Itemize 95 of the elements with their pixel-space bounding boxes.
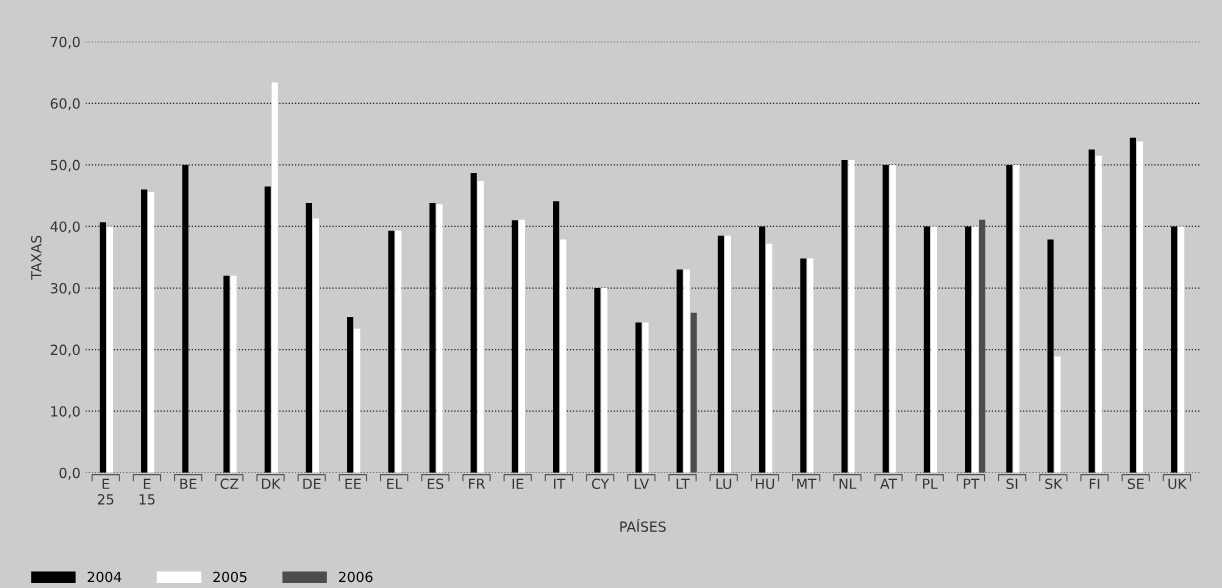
bar — [223, 275, 230, 473]
bar — [972, 226, 979, 473]
bar — [230, 275, 237, 473]
bar — [930, 226, 938, 473]
bar — [1013, 164, 1020, 473]
bar — [271, 82, 278, 473]
bar — [182, 164, 189, 473]
bar — [882, 164, 889, 473]
bar — [1171, 226, 1178, 473]
x-tick-label: SE — [1127, 478, 1144, 490]
y-tick-label: 60,0 — [50, 98, 80, 111]
bar — [1047, 239, 1054, 473]
x-tick-label: LT — [676, 478, 690, 489]
x-tick-label: PL — [923, 478, 938, 489]
bar — [1054, 356, 1061, 473]
x-tick-label: DK — [261, 478, 281, 489]
bar — [436, 204, 443, 473]
bar — [690, 312, 697, 473]
x-tick-label: EE — [345, 478, 361, 489]
x-tick-label: CZ — [220, 478, 239, 490]
bar — [683, 269, 690, 473]
y-tick-label: 30,0 — [50, 283, 80, 295]
x-tick-label: IT — [554, 478, 566, 489]
bar — [1006, 164, 1013, 473]
y-tick-label: 50,0 — [50, 159, 80, 172]
x-tick-label: BE — [180, 478, 197, 489]
bar — [676, 269, 683, 473]
bar — [511, 220, 519, 473]
y-tick-label: 20,0 — [50, 344, 80, 357]
y-tick-label: 70,0 — [50, 36, 80, 49]
y-axis-title: TAXAS — [31, 235, 42, 280]
x-tick-label: MT — [797, 478, 817, 489]
bar — [106, 226, 114, 473]
legend-label: 2006 — [339, 571, 373, 583]
y-tick-label: 0,0 — [59, 467, 80, 480]
bar — [354, 328, 361, 473]
bar — [841, 159, 848, 473]
bar — [553, 201, 560, 473]
x-tick-label: EL — [387, 478, 403, 489]
bar — [141, 189, 148, 473]
bar — [560, 239, 567, 473]
x-tick-label: UK — [1168, 478, 1187, 490]
legend-label: 2004 — [87, 571, 122, 583]
bar — [800, 258, 807, 473]
bar — [807, 258, 814, 473]
x-tick-label: SK — [1045, 478, 1063, 490]
bar — [759, 226, 766, 473]
bar — [148, 191, 155, 473]
bar — [724, 235, 732, 473]
bar — [347, 316, 354, 473]
x-tick-label: E 15 — [139, 478, 155, 505]
x-tick-label: CY — [591, 478, 610, 490]
x-tick-label: HU — [755, 478, 775, 490]
x-tick-label: IE — [512, 478, 524, 489]
x-tick-label: AT — [880, 478, 898, 489]
bar — [518, 219, 526, 473]
bar — [99, 222, 107, 473]
y-tick-label: 40,0 — [50, 221, 80, 234]
bar — [766, 243, 773, 473]
bar — [923, 226, 931, 473]
bar — [477, 180, 484, 473]
x-tick-label: NL — [839, 478, 857, 489]
bar — [312, 218, 320, 473]
x-tick-label: LV — [634, 478, 650, 489]
bar — [979, 219, 986, 473]
legend-label: 2005 — [213, 571, 247, 583]
x-tick-label: E 25 — [97, 478, 114, 505]
bar — [889, 164, 896, 473]
bar — [1178, 226, 1185, 473]
bar — [305, 203, 313, 473]
bar — [601, 288, 608, 473]
y-tick-label: 10,0 — [51, 406, 80, 419]
bar — [594, 288, 601, 473]
bar — [429, 203, 436, 473]
x-tick-label: FI — [1089, 478, 1100, 489]
bar — [1129, 137, 1137, 473]
bar — [1136, 141, 1144, 473]
x-tick-label: PT — [963, 478, 980, 489]
bar — [395, 230, 402, 473]
bar — [1095, 155, 1102, 473]
bar — [635, 322, 642, 473]
x-tick-label: FR — [469, 478, 485, 489]
x-axis-title: PAÍSES — [620, 518, 666, 532]
bar — [848, 159, 855, 473]
bar — [717, 235, 725, 473]
bar — [388, 230, 395, 473]
bar — [470, 172, 477, 473]
x-tick-label: SI — [1006, 478, 1018, 490]
bar — [965, 226, 972, 473]
bar — [1088, 149, 1095, 473]
x-tick-label: LU — [716, 478, 732, 490]
bar — [264, 186, 271, 473]
bar — [642, 322, 649, 473]
x-tick-label: DE — [303, 478, 321, 489]
x-tick-label: ES — [427, 478, 444, 490]
